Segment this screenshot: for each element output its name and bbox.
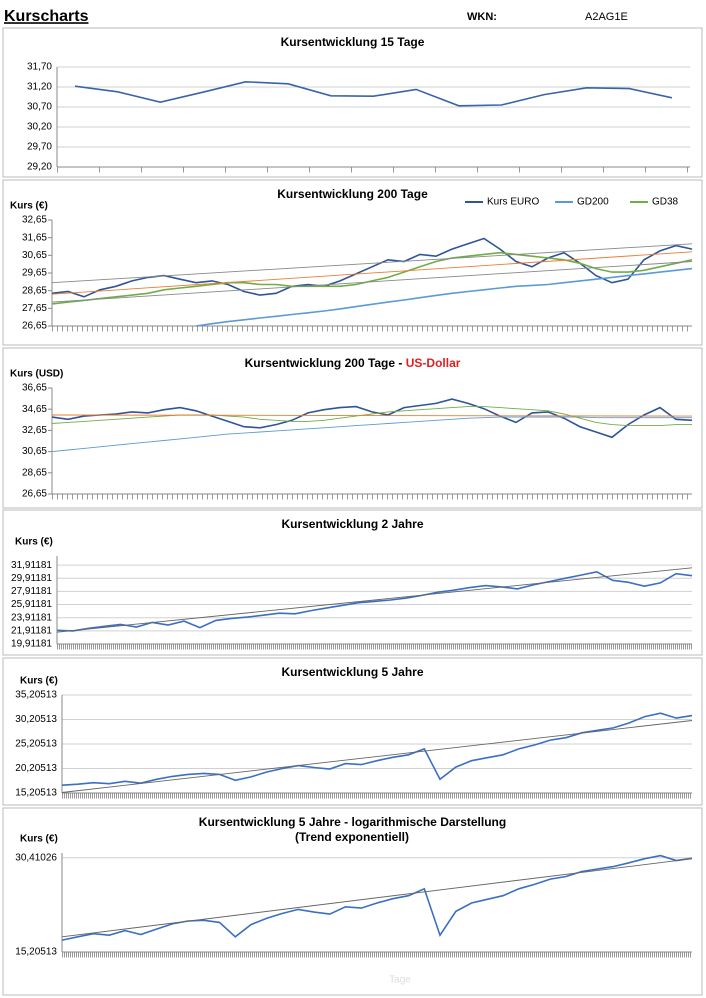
y-tick-label: 35,20513	[15, 690, 57, 701]
trend-line	[51, 251, 693, 295]
trend-line	[51, 406, 692, 427]
y-tick-label: 19,91181	[11, 639, 52, 650]
chart-title-text: Kursentwicklung 200 Tage -	[245, 356, 406, 370]
y-tick-label: 34,65	[22, 404, 47, 415]
trend-line	[51, 243, 693, 284]
y-tick-label: 28,65	[22, 285, 47, 296]
y-tick-label: 26,65	[22, 321, 47, 332]
trend-line	[51, 261, 693, 303]
y-tick-label: 29,91181	[11, 573, 52, 584]
y-axis-label: Kurs (USD)	[10, 369, 63, 380]
y-tick-label: 36,65	[22, 383, 47, 394]
chart-panel	[2, 509, 703, 656]
trend-line	[56, 567, 693, 633]
legend-label: Kurs EURO	[487, 197, 539, 208]
y-tick-label: 31,91181	[11, 560, 52, 571]
y-tick-label: 30,20	[27, 122, 52, 133]
chart-title-text: Kursentwicklung 5 Jahre	[281, 665, 423, 679]
trend-line	[61, 854, 693, 941]
y-tick-label: 27,91181	[11, 586, 52, 597]
y-tick-label: 30,70	[27, 102, 52, 113]
chart-title-text: Kursentwicklung 200 Tage	[277, 187, 428, 201]
page-title: Kurscharts	[4, 8, 89, 25]
trend-line	[51, 414, 693, 417]
chart-panel	[2, 27, 703, 178]
y-axis-label: Kurs (€)	[15, 537, 53, 548]
y-tick-label: 26,65	[22, 489, 47, 500]
y-tick-label: 31,20	[27, 82, 52, 93]
y-tick-label: 32,65	[22, 215, 47, 226]
wkn-label: WKN:	[467, 11, 497, 23]
chart-title-text: Kursentwicklung 2 Jahre	[281, 517, 423, 531]
y-tick-label: 25,91181	[11, 599, 52, 610]
trend-line	[56, 570, 693, 632]
y-tick-label: 30,41026	[15, 852, 57, 863]
y-tick-label: 23,91181	[11, 612, 52, 623]
y-tick-label: 25,20513	[15, 739, 57, 750]
wkn-value: A2AG1E	[585, 11, 628, 23]
y-axis-label: Kurs (€)	[20, 676, 58, 687]
trend-line	[61, 858, 693, 938]
trend-line	[51, 416, 692, 453]
series-line	[195, 267, 693, 327]
chart-title: Kursentwicklung 15 Tage	[281, 35, 425, 49]
y-tick-label: 21,91181	[11, 625, 52, 636]
trend-line	[51, 398, 693, 439]
y-tick-label: 32,65	[22, 425, 47, 436]
chart-title: Kursentwicklung 200 Tage - US-Dollar	[245, 356, 461, 370]
chart-panel	[2, 347, 703, 509]
y-tick-label: 31,70	[27, 62, 52, 73]
chart-panel	[2, 807, 703, 996]
trend-line	[61, 720, 693, 793]
legend-label: GD200	[577, 197, 609, 208]
y-tick-label: 29,65	[22, 268, 47, 279]
y-axis-label: Kurs (€)	[20, 834, 58, 845]
chart-title: Kursentwicklung 2 Jahre	[281, 517, 423, 531]
chart-panel	[2, 179, 703, 346]
y-tick-label: 27,65	[22, 303, 47, 314]
y-axis-label: Kurs (€)	[10, 201, 48, 212]
y-tick-label: 30,65	[22, 250, 47, 261]
trend-line	[61, 712, 693, 786]
chart-title-text: Kursentwicklung 5 Jahre - logarithmische…	[199, 815, 506, 829]
x-axis-label: Tage	[389, 975, 411, 986]
y-tick-label: 30,65	[22, 446, 47, 457]
y-tick-label: 20,20513	[15, 763, 57, 774]
y-tick-label: 15,20513	[15, 947, 57, 958]
trend-line	[74, 80, 673, 107]
chart-title: Kursentwicklung 5 Jahre - logarithmische…	[199, 815, 506, 829]
chart-title-text: Kursentwicklung 15 Tage	[281, 35, 425, 49]
y-tick-label: 29,20	[27, 162, 52, 173]
chart-title: Kursentwicklung 200 Tage	[277, 187, 428, 201]
chart-subtitle: (Trend exponentiell)	[295, 830, 409, 844]
legend-label: GD38	[652, 197, 679, 208]
y-tick-label: 29,70	[27, 142, 52, 153]
chart-title: Kursentwicklung 5 Jahre	[281, 665, 423, 679]
series-line	[51, 251, 693, 305]
chart-title-highlight: US-Dollar	[406, 356, 461, 370]
y-tick-label: 15,20513	[15, 788, 57, 799]
y-tick-label: 30,20513	[15, 714, 57, 725]
y-tick-label: 28,65	[22, 467, 47, 478]
y-tick-label: 31,65	[22, 232, 47, 243]
